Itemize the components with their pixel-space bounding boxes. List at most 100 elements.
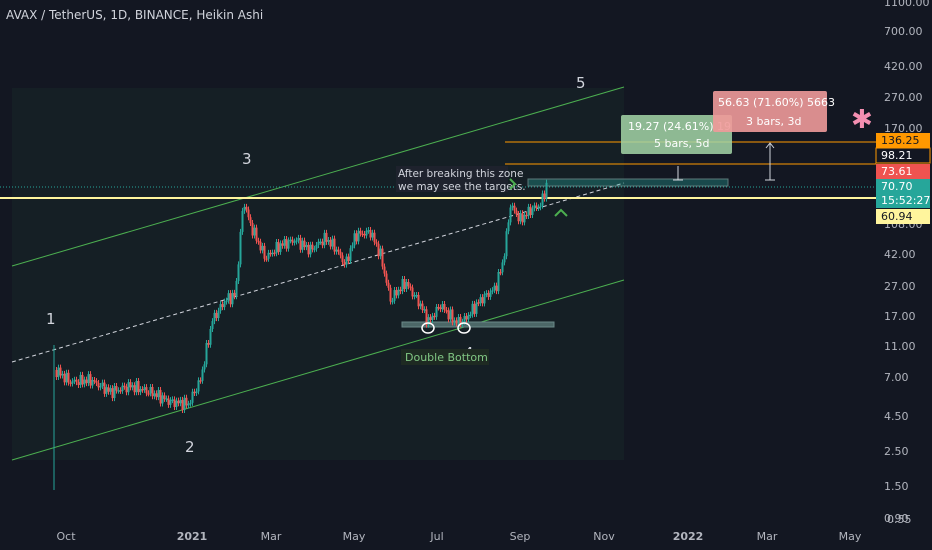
candle-body bbox=[325, 232, 328, 242]
candle-body bbox=[215, 312, 218, 319]
candle-body bbox=[541, 193, 544, 206]
candle-body bbox=[307, 244, 310, 255]
candle-body bbox=[209, 328, 212, 345]
x-tick-label: Jul bbox=[429, 530, 443, 543]
candle-body bbox=[455, 320, 458, 324]
candle-body bbox=[417, 294, 420, 307]
candle-body bbox=[451, 309, 454, 323]
candle-body bbox=[373, 232, 376, 243]
candle-body bbox=[483, 294, 486, 304]
candle-body bbox=[201, 369, 204, 381]
price-tag-label: 70.70 bbox=[881, 180, 913, 193]
candle-body bbox=[459, 316, 462, 325]
candle-body bbox=[239, 231, 242, 265]
price-tag-label: 60.94 bbox=[881, 210, 913, 223]
candle-body bbox=[155, 393, 158, 398]
candle-body bbox=[197, 380, 200, 392]
candle-body bbox=[351, 245, 354, 249]
candle-body bbox=[189, 402, 192, 405]
candle-body bbox=[203, 364, 206, 370]
candle-body bbox=[437, 306, 440, 309]
candle-body bbox=[57, 367, 60, 378]
candle-body bbox=[73, 379, 76, 382]
candle-body bbox=[529, 206, 532, 215]
candle-body bbox=[87, 374, 90, 384]
candle-body bbox=[397, 289, 400, 296]
candle-body bbox=[103, 382, 106, 394]
candle-body bbox=[511, 205, 514, 208]
candle-body bbox=[315, 244, 318, 249]
candle-body bbox=[311, 244, 314, 250]
candle-body bbox=[457, 316, 460, 324]
candle-body bbox=[327, 239, 330, 242]
double-bottom-label: Double Bottom bbox=[405, 351, 488, 364]
y-tick-label: 17.00 bbox=[884, 310, 916, 323]
candle-body bbox=[537, 207, 540, 209]
candle-body bbox=[129, 382, 132, 388]
candle-body bbox=[507, 222, 510, 232]
candle-body bbox=[205, 343, 208, 365]
candles bbox=[55, 179, 548, 414]
candle-body bbox=[159, 389, 162, 404]
x-axis[interactable]: Oct 2021 Mar May Jul Sep Nov 2022 Mar May bbox=[56, 530, 861, 543]
note-arrow-icon bbox=[509, 178, 517, 190]
price-tag-label: 98.21 bbox=[881, 149, 913, 162]
candle-body bbox=[405, 281, 408, 289]
candle-body bbox=[423, 309, 426, 311]
candle-body bbox=[339, 251, 342, 256]
candle-body bbox=[313, 248, 316, 251]
candle-body bbox=[97, 382, 100, 388]
candle-body bbox=[109, 388, 112, 392]
candle-body bbox=[237, 264, 240, 281]
target-box-1-line-1: 19.27 (24.61%) 19 bbox=[628, 120, 731, 133]
price-tag-label: 136.25 bbox=[881, 134, 920, 147]
candle-body bbox=[195, 391, 198, 393]
candle-body bbox=[263, 245, 266, 259]
candle-body bbox=[347, 256, 350, 262]
candle-body bbox=[333, 238, 336, 252]
candle-body bbox=[371, 232, 374, 238]
candle-body bbox=[543, 193, 546, 199]
candle-body bbox=[141, 389, 144, 391]
candle-body bbox=[317, 241, 320, 245]
candle-body bbox=[491, 290, 494, 292]
breakout-zone bbox=[527, 178, 729, 187]
candle-body bbox=[363, 234, 366, 236]
candle-body bbox=[63, 373, 66, 383]
candle-body bbox=[469, 314, 472, 317]
candle-body bbox=[181, 399, 184, 411]
candle-body bbox=[497, 272, 500, 292]
candle-body bbox=[535, 205, 538, 209]
candle-body bbox=[329, 239, 332, 247]
y-tick-label: 27.00 bbox=[884, 280, 916, 293]
candle-body bbox=[493, 285, 496, 291]
candle-body bbox=[439, 307, 442, 310]
candle-body bbox=[385, 273, 388, 283]
candle-body bbox=[453, 320, 456, 323]
target-box-1-line-2: 5 bars, 5d bbox=[654, 137, 709, 150]
candle-body bbox=[107, 387, 110, 392]
x-tick-label: Sep bbox=[510, 530, 531, 543]
candle-body bbox=[169, 400, 172, 405]
candle-body bbox=[355, 233, 358, 242]
candle-body bbox=[407, 281, 410, 287]
y-axis[interactable]: 1100.00700.00420.00270.00170.00108.0042.… bbox=[884, 0, 930, 526]
candle-body bbox=[135, 380, 138, 393]
candle-body bbox=[411, 287, 414, 297]
candle-body bbox=[93, 379, 96, 382]
candle-body bbox=[485, 293, 488, 295]
candle-body bbox=[335, 249, 338, 252]
candle-body bbox=[415, 294, 418, 297]
candle-body bbox=[447, 310, 450, 320]
candle-body bbox=[173, 399, 176, 407]
candle-body bbox=[179, 399, 182, 404]
candle-body bbox=[147, 393, 150, 395]
asterisk-icon: ✱ bbox=[851, 105, 873, 135]
candle-body bbox=[219, 304, 222, 311]
candle-body bbox=[241, 210, 244, 232]
wave-label-2: 2 bbox=[185, 438, 195, 456]
candle-body bbox=[269, 252, 272, 255]
candle-body bbox=[177, 400, 180, 404]
